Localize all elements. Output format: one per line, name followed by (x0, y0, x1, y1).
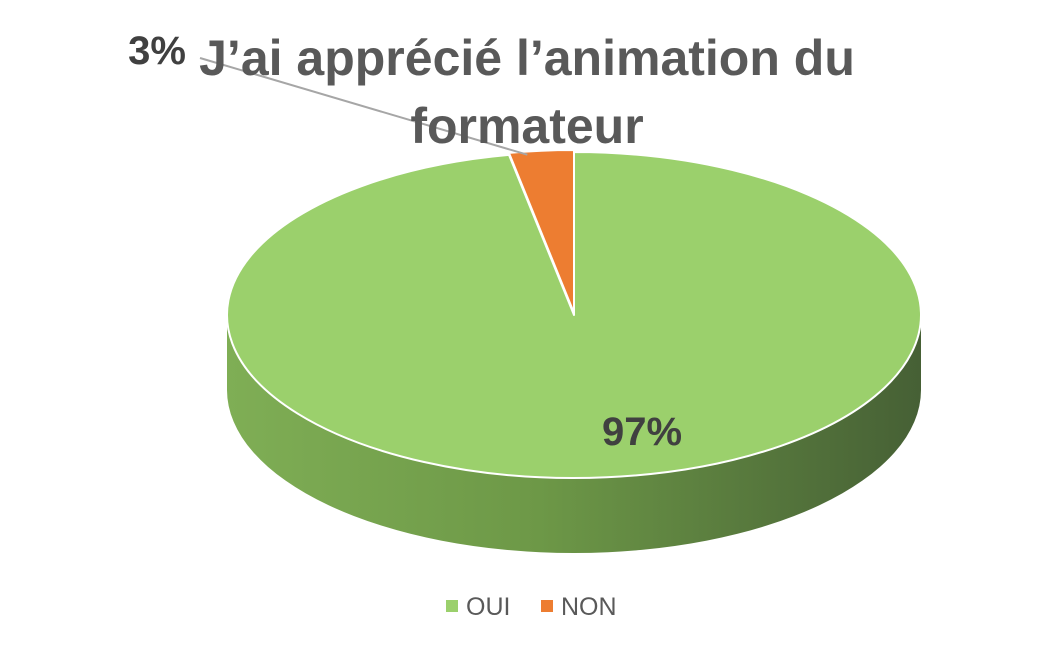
legend-swatch-non (541, 600, 553, 612)
data-label-non: 3% (128, 29, 186, 73)
pie-slice-non (507, 149, 575, 314)
chart-title-line-2: formateur (410, 98, 643, 154)
legend: OUI NON (446, 593, 617, 621)
pie-tops (226, 149, 922, 479)
legend-label-non: NON (561, 593, 617, 621)
pie-sides (227, 315, 921, 553)
data-label-oui: 97% (602, 410, 682, 454)
legend-swatch-oui (446, 600, 458, 612)
chart-title-line-1: J’ai apprécié l’animation du (199, 30, 855, 86)
pie-slice-oui (226, 151, 922, 479)
legend-label-oui: OUI (466, 593, 510, 621)
pie-side-oui (227, 315, 921, 553)
leader-line-non (199, 57, 528, 156)
